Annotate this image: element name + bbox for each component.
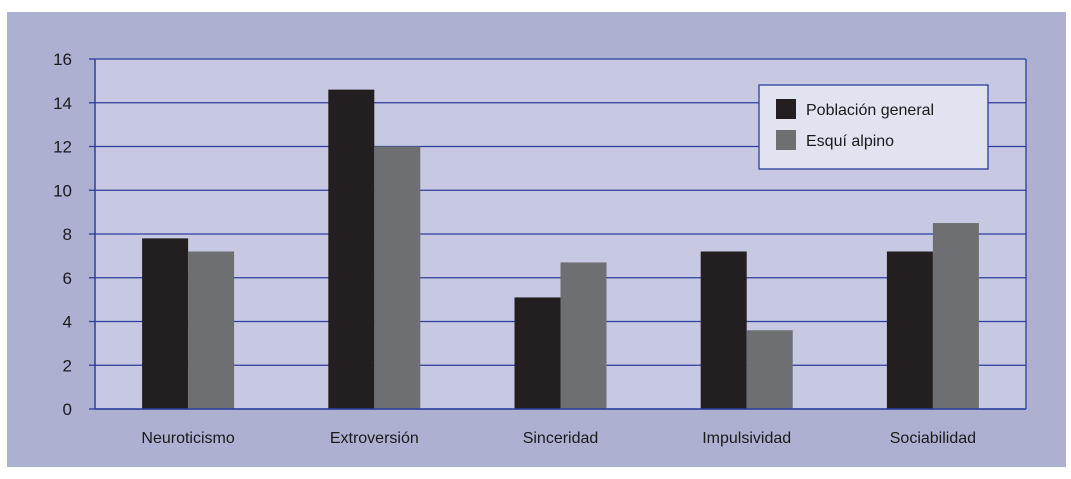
bar-poblacion-general <box>328 89 375 409</box>
y-tick-label: 12 <box>53 138 72 157</box>
x-axis: Neuroticismo Extroversión Sinceridad Impuls… <box>95 408 1026 447</box>
y-tick-label: 10 <box>53 181 72 200</box>
legend: Población general Esquí alpino <box>758 84 989 170</box>
legend-swatch <box>776 99 796 119</box>
bar-esqui-alpino <box>374 146 421 409</box>
legend-box <box>758 84 989 170</box>
legend-swatch <box>776 130 796 150</box>
bar-poblacion-general <box>886 251 933 409</box>
y-tick-label: 2 <box>63 356 72 375</box>
bars <box>142 89 979 409</box>
bar-esqui-alpino <box>746 330 793 409</box>
y-tick-label: 14 <box>53 94 72 113</box>
y-tick-label: 0 <box>63 400 72 419</box>
bar-esqui-alpino <box>560 262 607 409</box>
x-category-label: Extroversión <box>330 430 419 447</box>
legend-label: Población general <box>806 102 934 119</box>
bar-poblacion-general <box>700 251 747 409</box>
y-tick-label: 4 <box>63 313 72 332</box>
x-category-label: Sinceridad <box>523 430 599 447</box>
bar-poblacion-general <box>514 297 561 409</box>
bar-esqui-alpino <box>932 223 979 409</box>
x-category-label: Neuroticismo <box>141 430 234 447</box>
x-category-label: Sociabilidad <box>890 430 976 447</box>
y-axis: 0 2 4 6 8 10 12 14 16 <box>53 50 96 419</box>
x-category-label: Impulsividad <box>702 430 791 447</box>
bar-esqui-alpino <box>188 251 235 409</box>
legend-label: Esquí alpino <box>806 133 894 150</box>
y-tick-label: 8 <box>63 225 72 244</box>
bar-poblacion-general <box>142 238 189 409</box>
y-tick-label: 16 <box>53 50 72 69</box>
y-tick-label: 6 <box>63 269 72 288</box>
